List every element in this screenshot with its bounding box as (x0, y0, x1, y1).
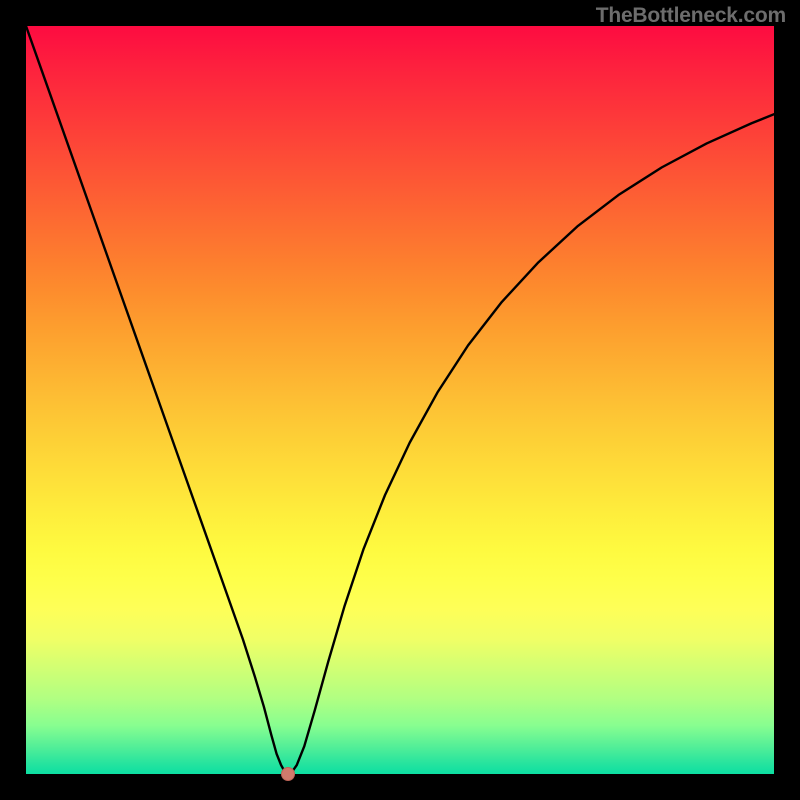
bottleneck-curve (26, 26, 774, 774)
plot-area (26, 26, 774, 774)
watermark-label: TheBottleneck.com (596, 4, 786, 28)
chart-root: TheBottleneck.com (0, 0, 800, 800)
minimum-dot (281, 767, 295, 781)
